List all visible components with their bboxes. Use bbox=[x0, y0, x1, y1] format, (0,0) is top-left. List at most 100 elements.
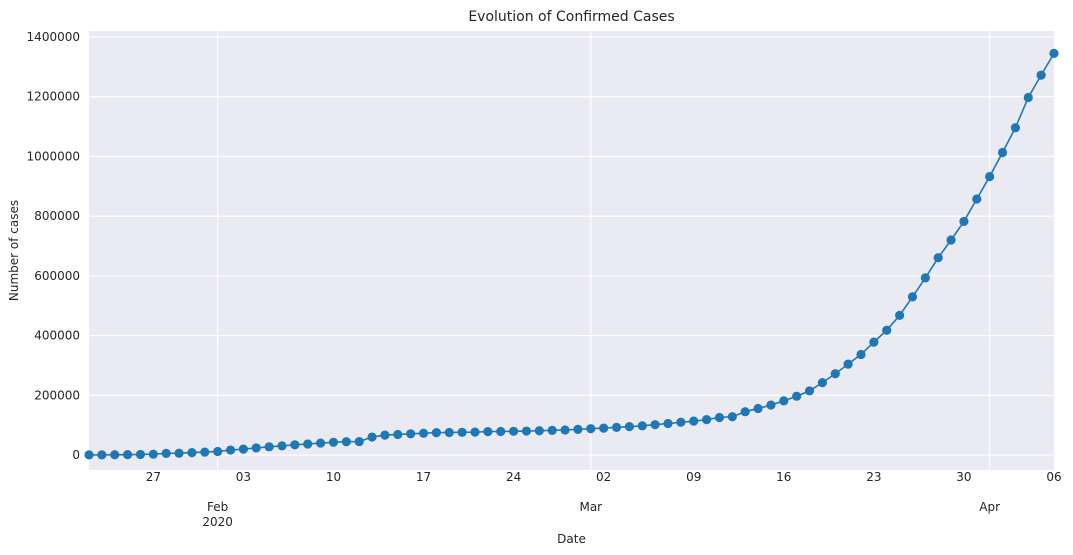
data-point bbox=[238, 444, 248, 454]
data-point bbox=[624, 422, 635, 432]
data-point bbox=[573, 424, 583, 434]
y-tick-label: 400000 bbox=[34, 329, 80, 343]
data-point bbox=[97, 450, 107, 460]
data-point bbox=[290, 440, 300, 450]
x-tick-label: 10 bbox=[326, 470, 341, 484]
data-point bbox=[496, 426, 506, 437]
data-point bbox=[200, 447, 210, 457]
x-major-tick-label: Mar bbox=[579, 500, 602, 514]
chart-title: Evolution of Confirmed Cases bbox=[468, 9, 674, 25]
data-point bbox=[251, 443, 261, 453]
data-point bbox=[264, 442, 274, 452]
data-point bbox=[727, 412, 737, 422]
x-major-tick-label: Apr bbox=[979, 500, 1000, 514]
data-point bbox=[303, 439, 313, 449]
data-point bbox=[1036, 70, 1046, 80]
grid bbox=[89, 31, 1054, 470]
data-point bbox=[676, 417, 686, 427]
x-tick-label: 17 bbox=[416, 470, 431, 484]
data-point bbox=[431, 428, 441, 438]
data-point bbox=[946, 235, 956, 245]
data-point bbox=[714, 412, 725, 423]
data-point bbox=[907, 292, 918, 302]
y-tick-label: 1000000 bbox=[27, 149, 80, 163]
y-tick-label: 1400000 bbox=[27, 30, 80, 44]
data-point bbox=[174, 448, 184, 458]
data-point bbox=[830, 369, 840, 379]
plot-area bbox=[89, 31, 1054, 470]
y-axis: 0 200000 400000 600000 800000 1000000 1200000 1… bbox=[27, 30, 80, 462]
y-tick-label: 800000 bbox=[34, 209, 80, 223]
data-point bbox=[689, 416, 699, 426]
data-point bbox=[637, 421, 647, 431]
x-axis-label: Date bbox=[557, 532, 586, 546]
data-point bbox=[470, 427, 480, 437]
data-point bbox=[882, 325, 892, 335]
data-point bbox=[123, 450, 133, 460]
data-point bbox=[985, 171, 995, 182]
data-point bbox=[135, 449, 146, 460]
data-point bbox=[779, 396, 789, 406]
data-point bbox=[84, 450, 94, 460]
data-point bbox=[920, 273, 930, 283]
data-point bbox=[341, 437, 351, 447]
data-point bbox=[663, 418, 673, 429]
data-point bbox=[817, 378, 828, 388]
data-point bbox=[354, 436, 364, 447]
data-point bbox=[997, 147, 1008, 158]
x-tick-label: 09 bbox=[686, 470, 701, 484]
data-point bbox=[316, 438, 326, 448]
x-tick-label: 03 bbox=[236, 470, 251, 484]
data-point bbox=[753, 403, 763, 414]
x-tick-label: 16 bbox=[776, 470, 791, 484]
data-point bbox=[895, 310, 905, 321]
data-point bbox=[406, 429, 416, 439]
x-tick-label: 24 bbox=[506, 470, 521, 484]
data-point bbox=[161, 448, 171, 459]
data-point bbox=[110, 450, 120, 460]
data-point bbox=[959, 216, 969, 227]
data-point bbox=[702, 415, 712, 425]
x-tick-label: 02 bbox=[596, 470, 611, 484]
data-point bbox=[843, 359, 853, 369]
data-point bbox=[560, 425, 570, 435]
data-point bbox=[328, 437, 339, 447]
data-point bbox=[933, 253, 943, 263]
series bbox=[84, 48, 1059, 460]
data-point bbox=[225, 445, 236, 455]
data-point bbox=[148, 449, 158, 459]
y-axis-label: Number of cases bbox=[7, 200, 21, 301]
data-point bbox=[611, 422, 622, 432]
data-point bbox=[521, 426, 532, 436]
data-point bbox=[599, 423, 609, 433]
data-point bbox=[444, 427, 454, 438]
data-point bbox=[187, 448, 197, 458]
data-point bbox=[277, 441, 287, 451]
x-tick-label: 06 bbox=[1046, 470, 1061, 484]
y-tick-label: 0 bbox=[72, 448, 80, 462]
data-point bbox=[869, 337, 879, 347]
data-point bbox=[508, 426, 519, 436]
data-point bbox=[792, 391, 802, 401]
data-point bbox=[766, 400, 776, 410]
y-tick-label: 600000 bbox=[34, 269, 80, 283]
series-line bbox=[88, 52, 1055, 456]
x-tick-label: 27 bbox=[146, 470, 161, 484]
data-point bbox=[804, 386, 815, 396]
data-point bbox=[534, 426, 544, 436]
x-major-tick-label: Feb bbox=[207, 500, 228, 514]
data-point bbox=[972, 194, 982, 204]
data-point bbox=[418, 428, 429, 438]
data-point bbox=[457, 427, 467, 437]
data-point bbox=[393, 429, 403, 440]
data-point bbox=[650, 420, 660, 430]
x-major-tick-sublabel: 2020 bbox=[202, 515, 233, 529]
data-point bbox=[856, 349, 866, 360]
x-tick-label: 23 bbox=[866, 470, 881, 484]
x-tick-label: 30 bbox=[956, 470, 971, 484]
data-point bbox=[367, 432, 377, 442]
data-point bbox=[1010, 123, 1021, 133]
